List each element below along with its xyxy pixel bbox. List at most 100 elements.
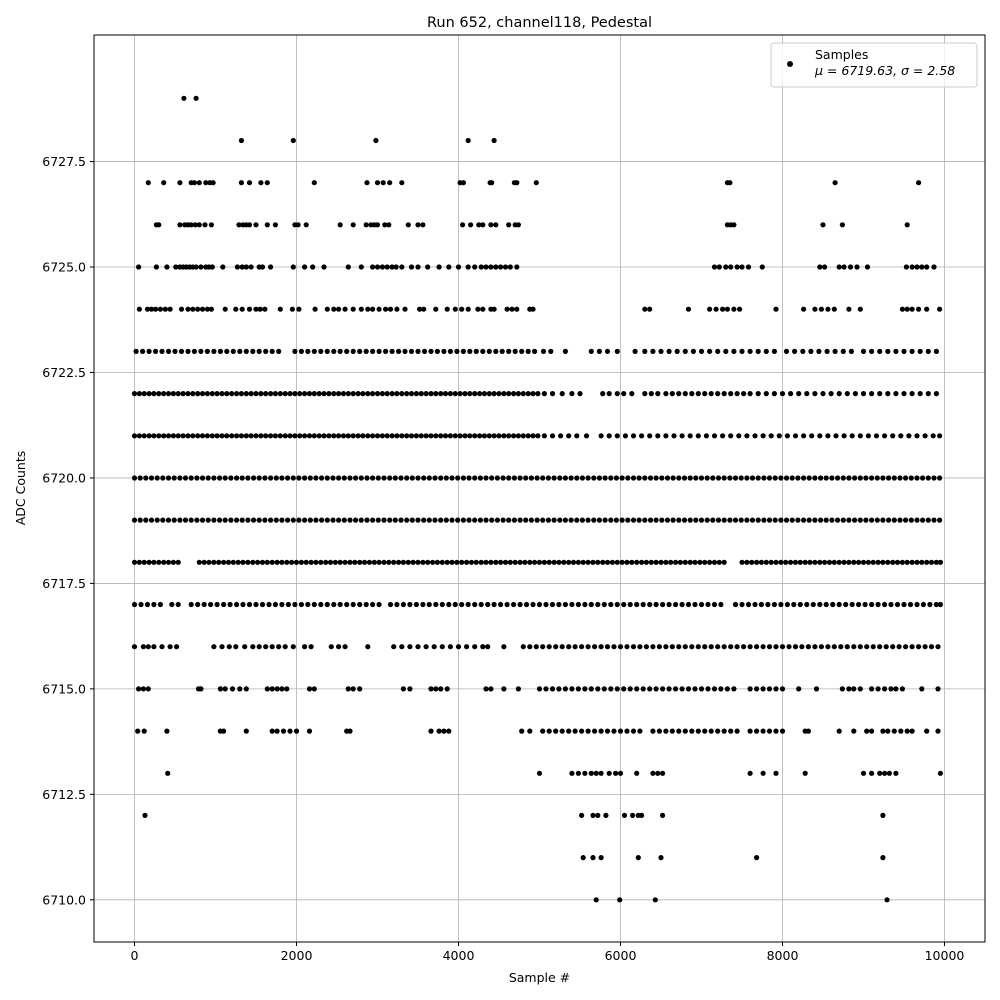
data-point xyxy=(783,475,790,481)
data-point xyxy=(806,475,812,481)
data-point xyxy=(418,391,424,397)
data-point xyxy=(262,475,268,481)
data-point xyxy=(172,348,178,354)
data-point xyxy=(399,644,405,650)
data-point xyxy=(754,728,760,734)
data-point xyxy=(551,475,557,481)
data-point xyxy=(906,433,912,439)
data-point xyxy=(263,348,269,354)
data-point xyxy=(337,222,343,228)
data-point xyxy=(772,517,778,523)
data-point xyxy=(243,391,249,397)
data-point xyxy=(676,517,682,523)
data-point xyxy=(195,391,201,397)
data-point xyxy=(655,433,661,439)
data-point xyxy=(342,306,348,312)
data-point xyxy=(234,391,240,397)
data-point xyxy=(476,222,482,228)
data-point xyxy=(324,348,330,354)
data-point xyxy=(345,433,351,439)
y-tick-label: 6717.5 xyxy=(42,576,86,591)
data-point xyxy=(296,517,302,523)
data-point xyxy=(444,306,450,312)
data-point xyxy=(604,728,611,734)
data-point xyxy=(634,686,640,692)
data-point xyxy=(477,391,483,397)
data-point xyxy=(268,391,274,397)
data-point xyxy=(193,95,199,101)
data-point xyxy=(829,475,835,481)
data-point xyxy=(131,644,138,650)
data-point xyxy=(732,517,739,523)
data-point xyxy=(313,475,319,481)
data-point xyxy=(585,517,591,523)
data-point xyxy=(143,475,149,481)
data-point xyxy=(851,644,857,650)
data-point xyxy=(273,475,279,481)
data-point xyxy=(428,728,434,734)
data-point xyxy=(177,475,183,481)
data-point xyxy=(188,601,194,608)
data-point xyxy=(478,601,484,608)
data-point xyxy=(366,559,372,565)
data-point xyxy=(914,559,920,565)
data-point xyxy=(292,433,298,439)
data-point xyxy=(896,644,902,650)
data-point xyxy=(226,644,232,650)
data-point xyxy=(402,306,408,312)
data-point xyxy=(256,644,262,650)
data-point xyxy=(608,686,614,692)
data-point xyxy=(836,391,842,397)
data-point xyxy=(702,559,708,565)
data-point xyxy=(477,517,483,523)
data-point xyxy=(574,433,580,439)
data-point xyxy=(760,433,766,439)
data-point xyxy=(303,559,309,565)
data-point xyxy=(525,433,531,439)
data-point xyxy=(496,391,502,397)
data-point xyxy=(540,644,546,650)
data-point xyxy=(156,559,162,565)
data-point xyxy=(383,306,389,312)
data-point xyxy=(766,728,773,734)
data-point xyxy=(875,559,881,565)
data-point xyxy=(501,644,507,650)
data-point xyxy=(639,812,645,819)
data-point xyxy=(268,475,274,481)
data-point xyxy=(582,686,588,692)
data-point xyxy=(442,391,449,397)
data-point xyxy=(376,559,382,565)
data-point xyxy=(510,433,517,439)
data-point xyxy=(466,517,472,523)
data-point xyxy=(836,559,842,565)
data-point xyxy=(302,391,308,397)
data-point xyxy=(426,601,432,608)
data-point xyxy=(404,433,410,439)
data-point xyxy=(685,686,692,692)
data-point xyxy=(318,601,324,608)
data-point xyxy=(464,559,470,565)
data-point xyxy=(438,391,444,397)
data-point xyxy=(595,812,601,819)
data-point xyxy=(268,264,274,270)
data-point xyxy=(360,391,366,397)
data-point xyxy=(239,475,245,481)
data-point xyxy=(880,475,886,481)
data-point xyxy=(647,517,654,523)
data-point xyxy=(290,644,296,650)
data-point xyxy=(481,391,487,397)
data-point xyxy=(660,770,666,776)
data-point xyxy=(812,559,818,565)
data-point xyxy=(553,728,559,734)
data-point xyxy=(175,559,181,565)
data-point xyxy=(319,475,325,481)
data-point xyxy=(389,264,395,270)
data-point xyxy=(642,391,648,397)
data-point xyxy=(391,559,397,565)
data-point xyxy=(592,644,598,650)
data-point xyxy=(711,686,718,692)
data-point xyxy=(509,306,515,312)
data-point xyxy=(656,644,663,650)
data-point xyxy=(747,644,753,650)
data-point xyxy=(421,517,427,523)
